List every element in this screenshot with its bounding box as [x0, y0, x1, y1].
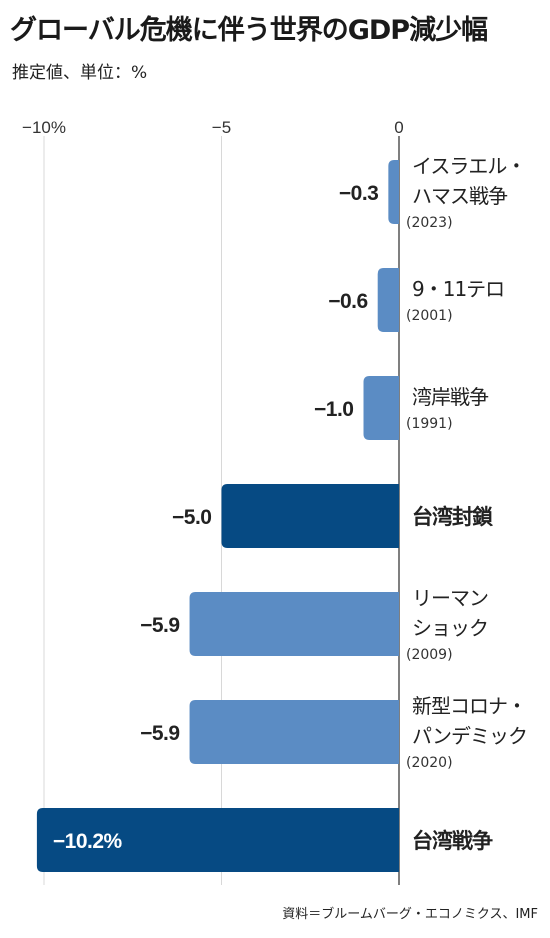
category-year: (2009)	[406, 647, 453, 663]
chart-title: グローバル危機に伴う世界のGDP減少幅	[10, 15, 488, 46]
category-label: 湾岸戦争	[412, 385, 489, 409]
category-label: リーマン	[412, 586, 488, 610]
x-tick-label: −5	[212, 118, 231, 137]
bar	[189, 592, 399, 656]
source-note: 資料＝ブルームバーグ・エコノミクス、IMF	[282, 907, 538, 922]
bar-value-label: −10.2%	[53, 830, 123, 853]
category-label: 台湾封鎖	[412, 505, 494, 529]
bar	[189, 700, 399, 764]
bar-value-label: −1.0	[314, 398, 353, 421]
bar-value-label: −0.3	[339, 182, 378, 205]
category-label: 台湾戦争	[412, 829, 493, 853]
bar	[36, 808, 400, 872]
bar-value-label: −0.6	[328, 290, 367, 313]
category-year: (2023)	[406, 215, 453, 231]
x-tick-label: 0	[394, 118, 403, 137]
category-label: ショック	[412, 616, 488, 640]
bar-value-label: −5.9	[140, 722, 179, 745]
category-label: 9・11テロ	[412, 277, 504, 301]
category-year: (2020)	[406, 755, 453, 771]
bar	[221, 484, 399, 548]
category-year: (2001)	[406, 308, 453, 324]
bar	[377, 268, 399, 332]
category-year: (1991)	[406, 416, 453, 432]
bar-value-label: −5.0	[172, 506, 211, 529]
x-tick-label: −10%	[22, 118, 66, 137]
category-label: ハマス戦争	[412, 184, 508, 208]
bar-value-label: −5.9	[140, 614, 179, 637]
bar	[363, 376, 399, 440]
bar	[388, 160, 399, 224]
category-label: 新型コロナ・	[412, 694, 526, 718]
category-label: パンデミック	[412, 724, 527, 748]
chart-subtitle: 推定値、単位：%	[12, 63, 148, 83]
category-label: イスラエル・	[412, 154, 525, 178]
